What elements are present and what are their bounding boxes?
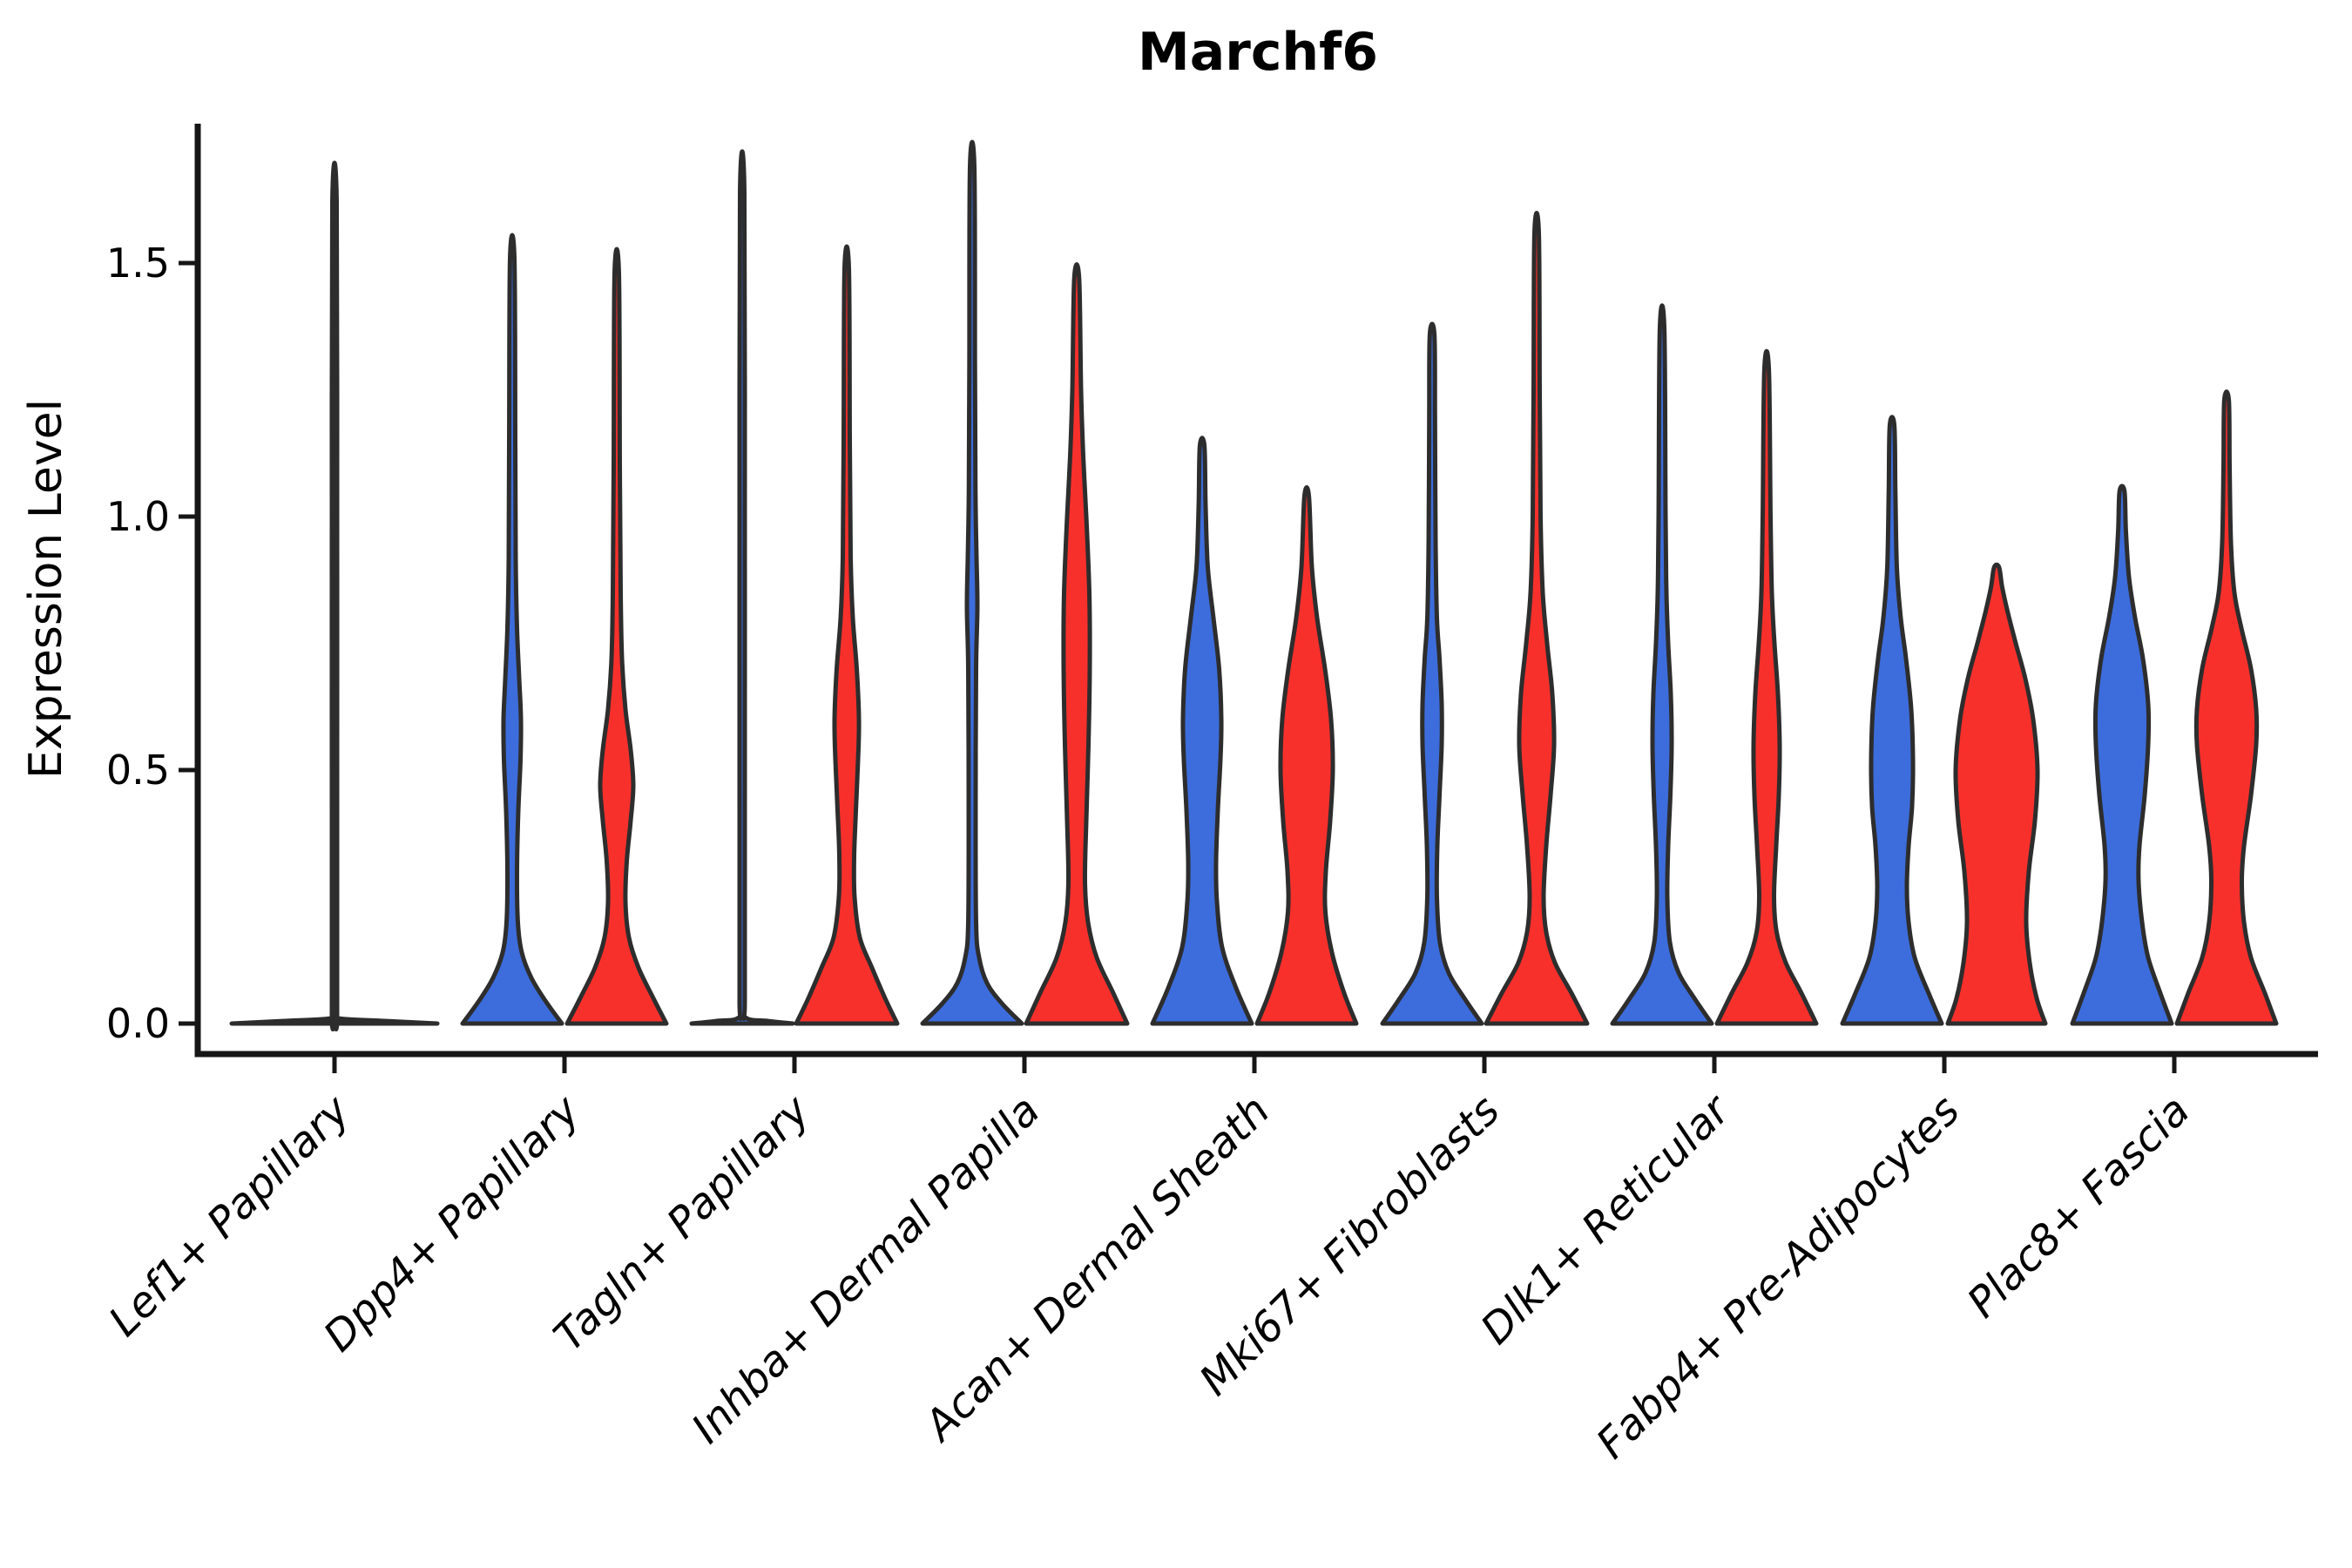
violin-plac8-fascia-blue [2070, 483, 2174, 1026]
x-tick-label-dpp4-papillary: Dpp4+ Papillary [314, 1085, 590, 1361]
violin-dlk1-reticular-blue [1610, 303, 1714, 1026]
y-tick-labels: 0.0 0.5 1.0 1.5 [106, 240, 170, 1047]
y-tick-label: 0.0 [106, 1000, 170, 1047]
chart-title: Marchf6 [1138, 22, 1378, 83]
y-tick-label: 1.5 [106, 240, 170, 287]
x-tick-label-tagln-papillary: Tagln+ Papillary [544, 1085, 820, 1361]
violin-fabp4-pre-adipocytes-blue [1840, 415, 1944, 1026]
violin-dpp4-papillary-red [564, 247, 669, 1026]
y-tick-label: 0.5 [106, 747, 170, 794]
violin-acan-dermal-sheath-red [1254, 485, 1359, 1026]
x-tick-label-fabp4-pre-adipocytes: Fabp4+ Pre-Adipocytes [1587, 1086, 1970, 1469]
violin-inhba-dermal-papilla-blue [920, 139, 1024, 1026]
violin-fabp4-pre-adipocytes-red [1945, 562, 2048, 1026]
violin-dlk1-reticular-red [1714, 348, 1819, 1026]
y-tick-label: 1.0 [106, 493, 170, 540]
violin-shapes [229, 139, 2279, 1031]
violin-dpp4-papillary-blue [460, 233, 564, 1026]
x-tick-label-lef1-papillary: Lef1+ Papillary [99, 1085, 360, 1346]
violin-mki67-fibroblasts-red [1484, 211, 1590, 1026]
violin-mki67-fibroblasts-blue [1380, 321, 1484, 1026]
y-axis-label: Expression Level [20, 399, 72, 779]
violin-plac8-fascia-red [2174, 389, 2279, 1026]
x-tick-label-dlk1-reticular: Dlk1+ Reticular [1471, 1085, 1741, 1355]
x-tick-label-plac8-fascia: Plac8+ Fascia [1958, 1086, 2200, 1328]
violin-tagln-papillary-blue [689, 149, 795, 1026]
axes [179, 124, 2318, 1073]
violin-lef1-papillary-single [229, 160, 440, 1031]
violin-tagln-papillary-red [794, 244, 900, 1026]
violin-inhba-dermal-papilla-red [1024, 261, 1130, 1026]
violin-acan-dermal-sheath-blue [1150, 436, 1254, 1026]
